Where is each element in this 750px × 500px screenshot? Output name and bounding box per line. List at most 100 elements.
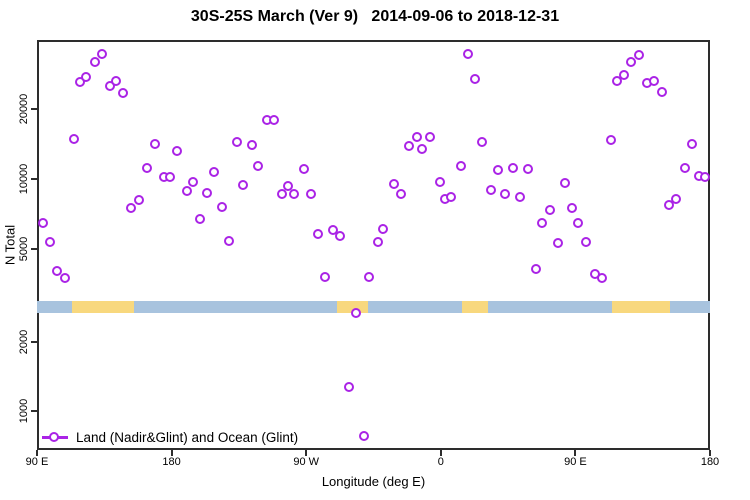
x-tick xyxy=(439,450,442,456)
data-point xyxy=(364,271,374,282)
data-point xyxy=(104,81,115,92)
band-segment-land xyxy=(71,301,135,313)
data-point xyxy=(671,193,682,204)
data-point xyxy=(45,236,56,247)
data-point xyxy=(149,139,160,150)
band-segment-ocean xyxy=(37,301,72,313)
data-point xyxy=(81,71,92,82)
data-point xyxy=(288,188,299,199)
y-axis-title: N Total xyxy=(2,224,18,266)
data-point xyxy=(500,188,511,199)
data-point xyxy=(445,191,456,202)
data-point xyxy=(37,218,48,229)
data-point xyxy=(299,164,310,175)
x-tick xyxy=(170,450,173,456)
data-point xyxy=(573,218,584,229)
data-point xyxy=(305,188,316,199)
y-tick xyxy=(31,107,37,110)
data-point xyxy=(486,184,497,195)
data-point xyxy=(417,144,428,155)
data-point xyxy=(425,132,436,143)
data-point xyxy=(238,180,249,190)
data-point xyxy=(596,273,607,284)
data-point xyxy=(269,115,280,126)
data-point xyxy=(351,308,361,319)
data-point xyxy=(404,141,415,152)
data-point xyxy=(359,430,370,441)
data-point xyxy=(656,86,667,97)
data-point xyxy=(605,134,616,145)
page-title: 30S-25S March (Ver 9) 2014-09-06 to 2018… xyxy=(190,8,560,25)
data-point xyxy=(545,204,556,215)
data-point xyxy=(626,56,637,67)
x-axis-title: Longitude (deg E) xyxy=(321,474,426,489)
data-point xyxy=(209,166,220,177)
data-point xyxy=(246,139,257,150)
data-point xyxy=(164,171,175,182)
data-point xyxy=(493,164,504,175)
x-tick xyxy=(574,450,577,456)
y-tick xyxy=(31,247,37,250)
data-point xyxy=(700,171,711,182)
data-point xyxy=(477,136,488,147)
legend-label: Land (Nadir&Glint) and Ocean (Glint) xyxy=(76,430,299,445)
data-point xyxy=(552,238,563,249)
y-tick-label: 5000 xyxy=(18,236,30,262)
data-point xyxy=(344,381,355,392)
data-point xyxy=(117,87,128,98)
data-point xyxy=(508,162,519,173)
data-point xyxy=(68,133,79,144)
data-point xyxy=(320,271,331,282)
x-tick-label: 90 W xyxy=(293,456,320,468)
data-point xyxy=(567,203,578,214)
data-point xyxy=(388,179,399,190)
data-point xyxy=(581,236,592,247)
band-segment-ocean xyxy=(134,301,337,313)
data-point xyxy=(253,160,264,171)
data-point xyxy=(335,230,346,241)
data-point xyxy=(283,180,294,191)
data-point xyxy=(97,49,108,60)
y-tick-label: 10000 xyxy=(18,163,30,195)
data-point xyxy=(313,229,324,240)
data-point xyxy=(59,273,70,284)
x-tick xyxy=(36,450,38,456)
y-tick xyxy=(31,410,37,413)
data-point xyxy=(649,75,660,86)
x-tick-label: 180 xyxy=(162,456,181,468)
data-point xyxy=(90,57,101,68)
data-point xyxy=(455,161,466,171)
data-point xyxy=(686,138,697,149)
data-point xyxy=(110,75,121,86)
data-point xyxy=(470,74,481,85)
y-tick xyxy=(31,177,37,180)
data-point xyxy=(126,203,137,214)
data-point xyxy=(378,223,389,234)
x-tick-label: 180 xyxy=(700,456,720,468)
band-segment-ocean xyxy=(488,301,612,313)
band-segment-land xyxy=(461,301,489,313)
data-point xyxy=(328,224,339,235)
band-segment-land xyxy=(611,301,671,313)
data-point xyxy=(134,194,145,205)
x-tick-label: 90 E xyxy=(25,456,49,468)
data-point xyxy=(142,163,153,174)
data-point xyxy=(373,236,384,247)
data-point xyxy=(611,76,622,87)
data-point xyxy=(680,163,691,174)
data-point xyxy=(182,185,193,196)
data-point xyxy=(195,213,205,224)
data-point xyxy=(232,136,243,147)
data-point xyxy=(515,191,526,202)
data-point xyxy=(201,188,212,199)
y-tick-label: 20000 xyxy=(18,93,30,125)
open-circle-icon xyxy=(49,432,59,442)
y-tick-label: 2000 xyxy=(18,329,30,354)
data-point xyxy=(411,132,422,143)
y-tick-label: 1000 xyxy=(18,399,30,424)
data-point xyxy=(463,49,474,60)
data-point xyxy=(536,218,547,229)
band-segment-ocean xyxy=(367,301,462,313)
data-point xyxy=(171,145,182,156)
